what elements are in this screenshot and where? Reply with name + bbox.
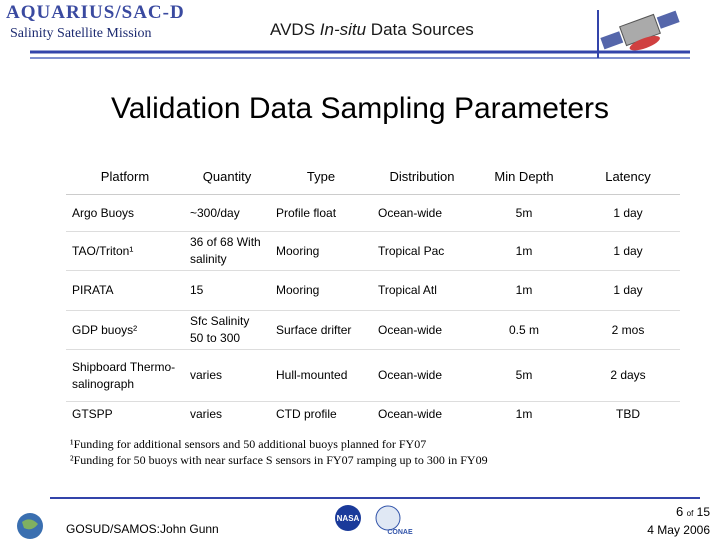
table-cell: Tropical Pac (372, 231, 472, 271)
column-header: Type (270, 158, 372, 195)
page-number: 6 (676, 504, 684, 519)
mission: Salinity Satellite Mission (10, 26, 152, 41)
table-cell: Shipboard Thermo-salinograph (66, 349, 184, 402)
table-cell: Sfc Salinity 50 to 300 (184, 310, 270, 350)
table-cell: 5m (472, 349, 576, 402)
table: Platform Quantity Type Distribution Min Dept… (66, 158, 680, 427)
column-header: Latency (576, 158, 680, 195)
table-cell: 1 day (576, 194, 680, 232)
table-cell: 5m (472, 194, 576, 232)
table-cell: 1 day (576, 231, 680, 271)
column-header: Distribution (372, 158, 472, 195)
page-info: 6 of 15 4 May 2006 (610, 504, 710, 538)
table-row: TAO/Triton¹ 36 of 68 With salinity Mooring… (66, 231, 680, 271)
slide-title: Validation Data Sampling Parameters (110, 92, 610, 125)
footnotes: ¹Funding for additional sensors and 50 a… (70, 436, 488, 468)
table-row: PIRATA 15 Mooring Tropical Atl 1m 1 day (66, 270, 680, 311)
logo-text: NASA (337, 514, 360, 523)
table-cell: 1m (472, 231, 576, 271)
title-part: In-situ (319, 20, 367, 39)
table-cell: Ocean-wide (372, 194, 472, 232)
table-cell: varies (184, 349, 270, 402)
table-cell: Surface drifter (270, 310, 372, 350)
footnote: ¹Funding for additional sensors and 50 a… (70, 437, 427, 451)
table-cell: Hull-mounted (270, 349, 372, 402)
table-cell: 36 of 68 With salinity (184, 231, 270, 271)
table-cell: TAO/Triton¹ (66, 231, 184, 271)
table-cell: PIRATA (66, 270, 184, 311)
table-cell: varies (184, 401, 270, 427)
logo: AQUARIUS/SAC-D (6, 2, 185, 23)
table-cell: GTSPP (66, 401, 184, 427)
table-cell: Mooring (270, 231, 372, 271)
page-of: of (686, 509, 694, 518)
table-cell: Ocean-wide (372, 349, 472, 402)
logo-text: CONAE (387, 529, 413, 536)
column-header: Platform (66, 158, 184, 195)
table-cell: TBD (576, 401, 680, 427)
table-cell: GDP buoys² (66, 310, 184, 350)
table-cell: 2 mos (576, 310, 680, 350)
column-header: Quantity (184, 158, 270, 195)
column-header: Min Depth (472, 158, 576, 195)
table-cell: Mooring (270, 270, 372, 311)
header-graphics (30, 10, 690, 59)
date: 4 May 2006 (647, 523, 710, 537)
table-row: Argo Buoys ~300/day Profile float Ocean-wid… (66, 194, 680, 232)
title-part: Data Sources (366, 20, 474, 39)
header-title: AVDS In-situ Data Sources (270, 20, 474, 40)
table-cell: CTD profile (270, 401, 372, 427)
table-cell: 1 day (576, 270, 680, 311)
table-cell: Ocean-wide (372, 310, 472, 350)
table-cell: Profile float (270, 194, 372, 232)
table-row: Shipboard Thermo-salinograph varies Hull-m… (66, 349, 680, 402)
table-cell: 0.5 m (472, 310, 576, 350)
title-part: AVDS (270, 20, 320, 39)
footer-graphics: NASA CONAE (17, 497, 700, 539)
table-cell: 1m (472, 270, 576, 311)
page-total: 15 (696, 505, 710, 519)
footnote: ²Funding for 50 buoys with near surface … (70, 453, 488, 467)
table-row: GDP buoys² Sfc Salinity 50 to 300 Surface … (66, 310, 680, 350)
table-cell: 2 days (576, 349, 680, 402)
table-cell: 15 (184, 270, 270, 311)
author: GOSUD/SAMOS:John Gunn (66, 522, 219, 536)
table-cell: ~300/day (184, 194, 270, 232)
table-cell: Argo Buoys (66, 194, 184, 232)
table-row: GTSPP varies CTD profile Ocean-wide 1m TBD (66, 401, 680, 427)
table-cell: Tropical Atl (372, 270, 472, 311)
table-cell: Ocean-wide (372, 401, 472, 427)
table-cell: 1m (472, 401, 576, 427)
